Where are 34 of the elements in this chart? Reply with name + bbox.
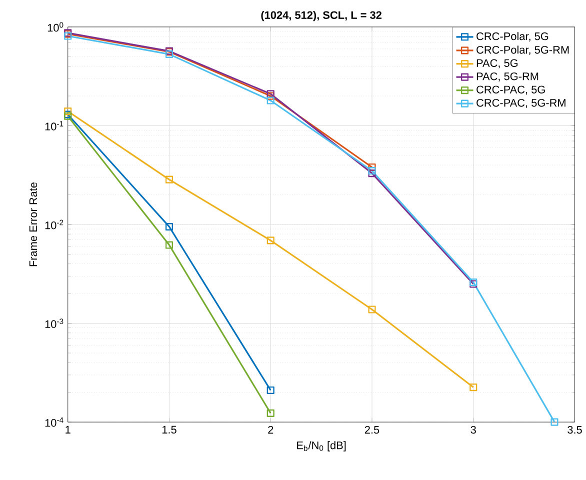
legend-label: PAC, 5G (476, 59, 518, 68)
point (165, 176, 174, 184)
y-axis-title: Frame Error Rate (29, 182, 38, 266)
point (470, 384, 478, 392)
point (368, 167, 376, 175)
x-tick-label: 3.5 (568, 426, 582, 434)
x-tick-label: 2 (268, 426, 274, 434)
point (64, 108, 72, 116)
x-tick-label: 1 (66, 426, 70, 434)
point (165, 241, 174, 249)
y-tick-label: 10$^{0}$ (48, 22, 64, 32)
chart-title: (1024, 512), SCL, L = 32 (261, 10, 382, 22)
y-tick-label: 10$^{-2}$ (45, 220, 64, 230)
point (368, 170, 376, 178)
legend-label: CRC-Polar, 5G (476, 32, 548, 42)
y-tick-label: 10$^{-4}$ (45, 417, 64, 427)
point (550, 418, 558, 426)
y-tick-label: 10$^{-1}$ (45, 121, 64, 130)
point (165, 222, 174, 231)
x-tick-label: 1.5 (162, 426, 176, 434)
x-tick-label: 2.5 (364, 426, 380, 434)
point (368, 163, 376, 172)
legend-label: PAC, 5G-RM (476, 72, 538, 82)
point (266, 96, 274, 104)
point (368, 306, 376, 314)
point (266, 386, 274, 394)
legend-label: CRC-Polar, 5G-RM (476, 46, 569, 55)
x-tick-label: 3 (470, 426, 476, 434)
point (266, 236, 274, 244)
legend-label: CRC-PAC, 5G-RM (476, 98, 566, 108)
legend-label: CRC-PAC, 5G (476, 86, 545, 95)
y-tick-label: 10$^{-3}$ (45, 318, 64, 328)
point (266, 409, 274, 417)
x-axis-title: E$_{b}$/N$_{0}$ [dB] (297, 441, 346, 452)
